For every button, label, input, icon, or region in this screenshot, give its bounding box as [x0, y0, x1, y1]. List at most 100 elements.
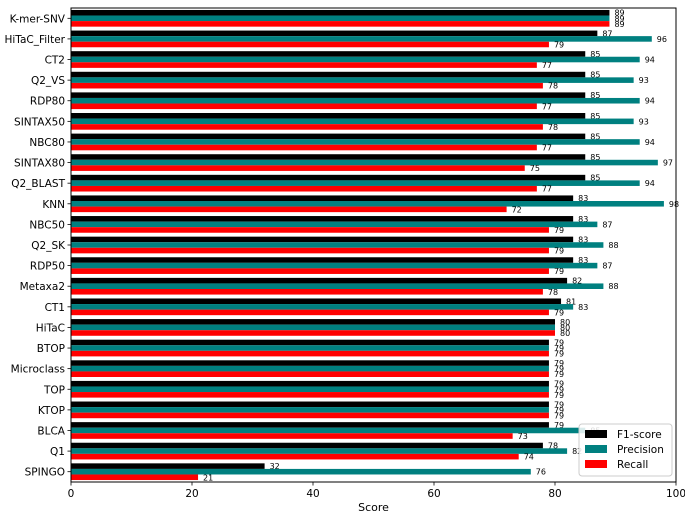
bar-f1-score-q2-vs	[71, 71, 586, 78]
bar-f1-score-top	[71, 380, 549, 387]
data-label-recall-rdp80: 77	[542, 102, 552, 111]
bar-precision-k-mer-snv	[71, 15, 610, 22]
bars-layer: 8989898796798594778593788594778593788594…	[71, 9, 679, 482]
data-label-f1-score-ct2: 85	[590, 50, 600, 59]
legend-swatch-precision	[585, 445, 607, 453]
data-label-precision-rdp50: 87	[602, 262, 612, 271]
bar-recall-q2-vs	[71, 82, 543, 89]
category-label-q2-blast: Q2_BLAST	[11, 178, 65, 190]
data-label-recall-knn: 72	[512, 205, 522, 214]
bar-precision-q2-sk	[71, 242, 604, 248]
data-label-f1-score-q2-sk: 83	[578, 235, 588, 244]
data-label-recall-q2-blast: 77	[542, 185, 552, 194]
category-label-knn: KNN	[42, 199, 65, 211]
data-label-recall-nbc50: 79	[554, 226, 564, 235]
data-label-precision-ct1: 83	[578, 303, 588, 312]
category-label-k-mer-snv: K-mer-SNV	[10, 13, 66, 25]
data-label-f1-score-q2-blast: 85	[590, 174, 600, 183]
bar-recall-microclass	[71, 371, 549, 377]
data-label-precision-spingo: 76	[536, 468, 546, 477]
bar-precision-sintax80	[71, 159, 658, 166]
data-label-f1-score-nbc50: 83	[578, 215, 588, 224]
data-label-recall-sintax80: 75	[530, 164, 540, 173]
category-label-hitac: HiTaC	[36, 322, 65, 334]
bar-f1-score-q1	[71, 442, 543, 449]
data-label-precision-hitac-filter: 96	[657, 35, 667, 44]
bar-f1-score-blca	[71, 422, 549, 428]
bar-recall-ct1	[71, 309, 549, 316]
data-label-f1-score-hitac-filter: 87	[602, 29, 612, 38]
bar-precision-metaxa2	[71, 283, 604, 289]
data-label-f1-score-blca: 79	[554, 421, 564, 430]
bar-precision-rdp50	[71, 262, 598, 269]
bar-f1-score-ct1	[71, 298, 562, 305]
bar-f1-score-sintax50	[71, 113, 586, 119]
data-label-recall-rdp50: 79	[554, 267, 564, 276]
bar-recall-top	[71, 392, 549, 398]
bar-precision-hitac	[71, 324, 555, 331]
bar-precision-nbc80	[71, 139, 640, 145]
bar-recall-q1	[71, 453, 519, 460]
data-label-f1-score-sintax80: 85	[590, 153, 600, 162]
bar-f1-score-metaxa2	[71, 277, 568, 284]
data-label-recall-ct1: 79	[554, 308, 564, 317]
bar-recall-ktop	[71, 412, 549, 419]
data-label-recall-spingo: 21	[203, 473, 213, 482]
data-label-recall-btop: 79	[554, 350, 564, 359]
data-label-recall-ktop: 79	[554, 411, 564, 420]
category-label-btop: BTOP	[37, 343, 65, 355]
bar-f1-score-k-mer-snv	[71, 9, 610, 16]
bar-precision-blca	[71, 427, 586, 434]
bar-f1-score-microclass	[71, 360, 549, 366]
data-label-precision-q2-sk: 88	[608, 241, 618, 250]
bar-recall-rdp50	[71, 268, 549, 274]
bar-recall-hitac	[71, 330, 555, 336]
bar-precision-ct2	[71, 56, 640, 63]
legend-label-f1-score: F1-score	[617, 429, 662, 441]
bar-f1-score-nbc80	[71, 133, 586, 140]
bar-recall-nbc80	[71, 144, 537, 151]
bar-recall-nbc50	[71, 227, 549, 233]
data-label-f1-score-rdp80: 85	[590, 91, 600, 100]
category-label-sintax80: SINTAX80	[14, 158, 65, 170]
category-label-rdp80: RDP80	[30, 96, 65, 108]
data-label-f1-score-ct1: 81	[566, 297, 576, 306]
data-label-f1-score-q1: 78	[548, 442, 558, 451]
category-label-sintax50: SINTAX50	[14, 116, 65, 128]
bar-precision-knn	[71, 201, 664, 207]
data-label-f1-score-rdp50: 83	[578, 256, 588, 265]
bar-f1-score-ct2	[71, 51, 586, 57]
category-label-spingo: SPINGO	[25, 467, 65, 479]
data-label-precision-sintax80: 97	[663, 159, 673, 168]
category-label-nbc50: NBC50	[29, 219, 65, 231]
category-label-rdp50: RDP50	[30, 261, 65, 273]
legend-swatch-recall	[585, 460, 607, 468]
bar-precision-spingo	[71, 468, 531, 475]
data-label-precision-nbc50: 87	[602, 220, 612, 229]
bar-precision-nbc50	[71, 221, 598, 228]
data-label-recall-q2-vs: 78	[548, 82, 558, 91]
category-label-q2-sk: Q2_SK	[31, 240, 66, 252]
category-label-ktop: KTOP	[38, 405, 65, 417]
bar-precision-ct1	[71, 304, 574, 310]
data-label-f1-score-q2-vs: 85	[590, 71, 600, 80]
data-label-f1-score-k-mer-snv: 89	[614, 9, 624, 18]
x-tick-label: 80	[548, 488, 561, 500]
bar-f1-score-sintax80	[71, 154, 586, 160]
data-label-f1-score-microclass: 79	[554, 359, 564, 368]
bar-recall-blca	[71, 433, 513, 439]
category-label-ct2: CT2	[45, 55, 65, 67]
bar-f1-score-btop	[71, 339, 549, 346]
bar-precision-microclass	[71, 365, 549, 372]
data-label-f1-score-nbc80: 85	[590, 132, 600, 141]
data-label-recall-hitac: 80	[560, 329, 570, 338]
legend-label-recall: Recall	[617, 459, 648, 471]
bar-precision-sintax50	[71, 118, 634, 125]
bar-recall-rdp80	[71, 103, 537, 110]
data-label-precision-ct2: 94	[645, 56, 655, 65]
bar-recall-spingo	[71, 474, 199, 481]
category-labels: K-mer-SNV HiTaC_Filter CT2 Q2_VS RDP80 SINTAX…	[4, 13, 71, 479]
data-label-precision-top: 79	[554, 385, 564, 394]
data-label-f1-score-btop: 79	[554, 338, 564, 347]
